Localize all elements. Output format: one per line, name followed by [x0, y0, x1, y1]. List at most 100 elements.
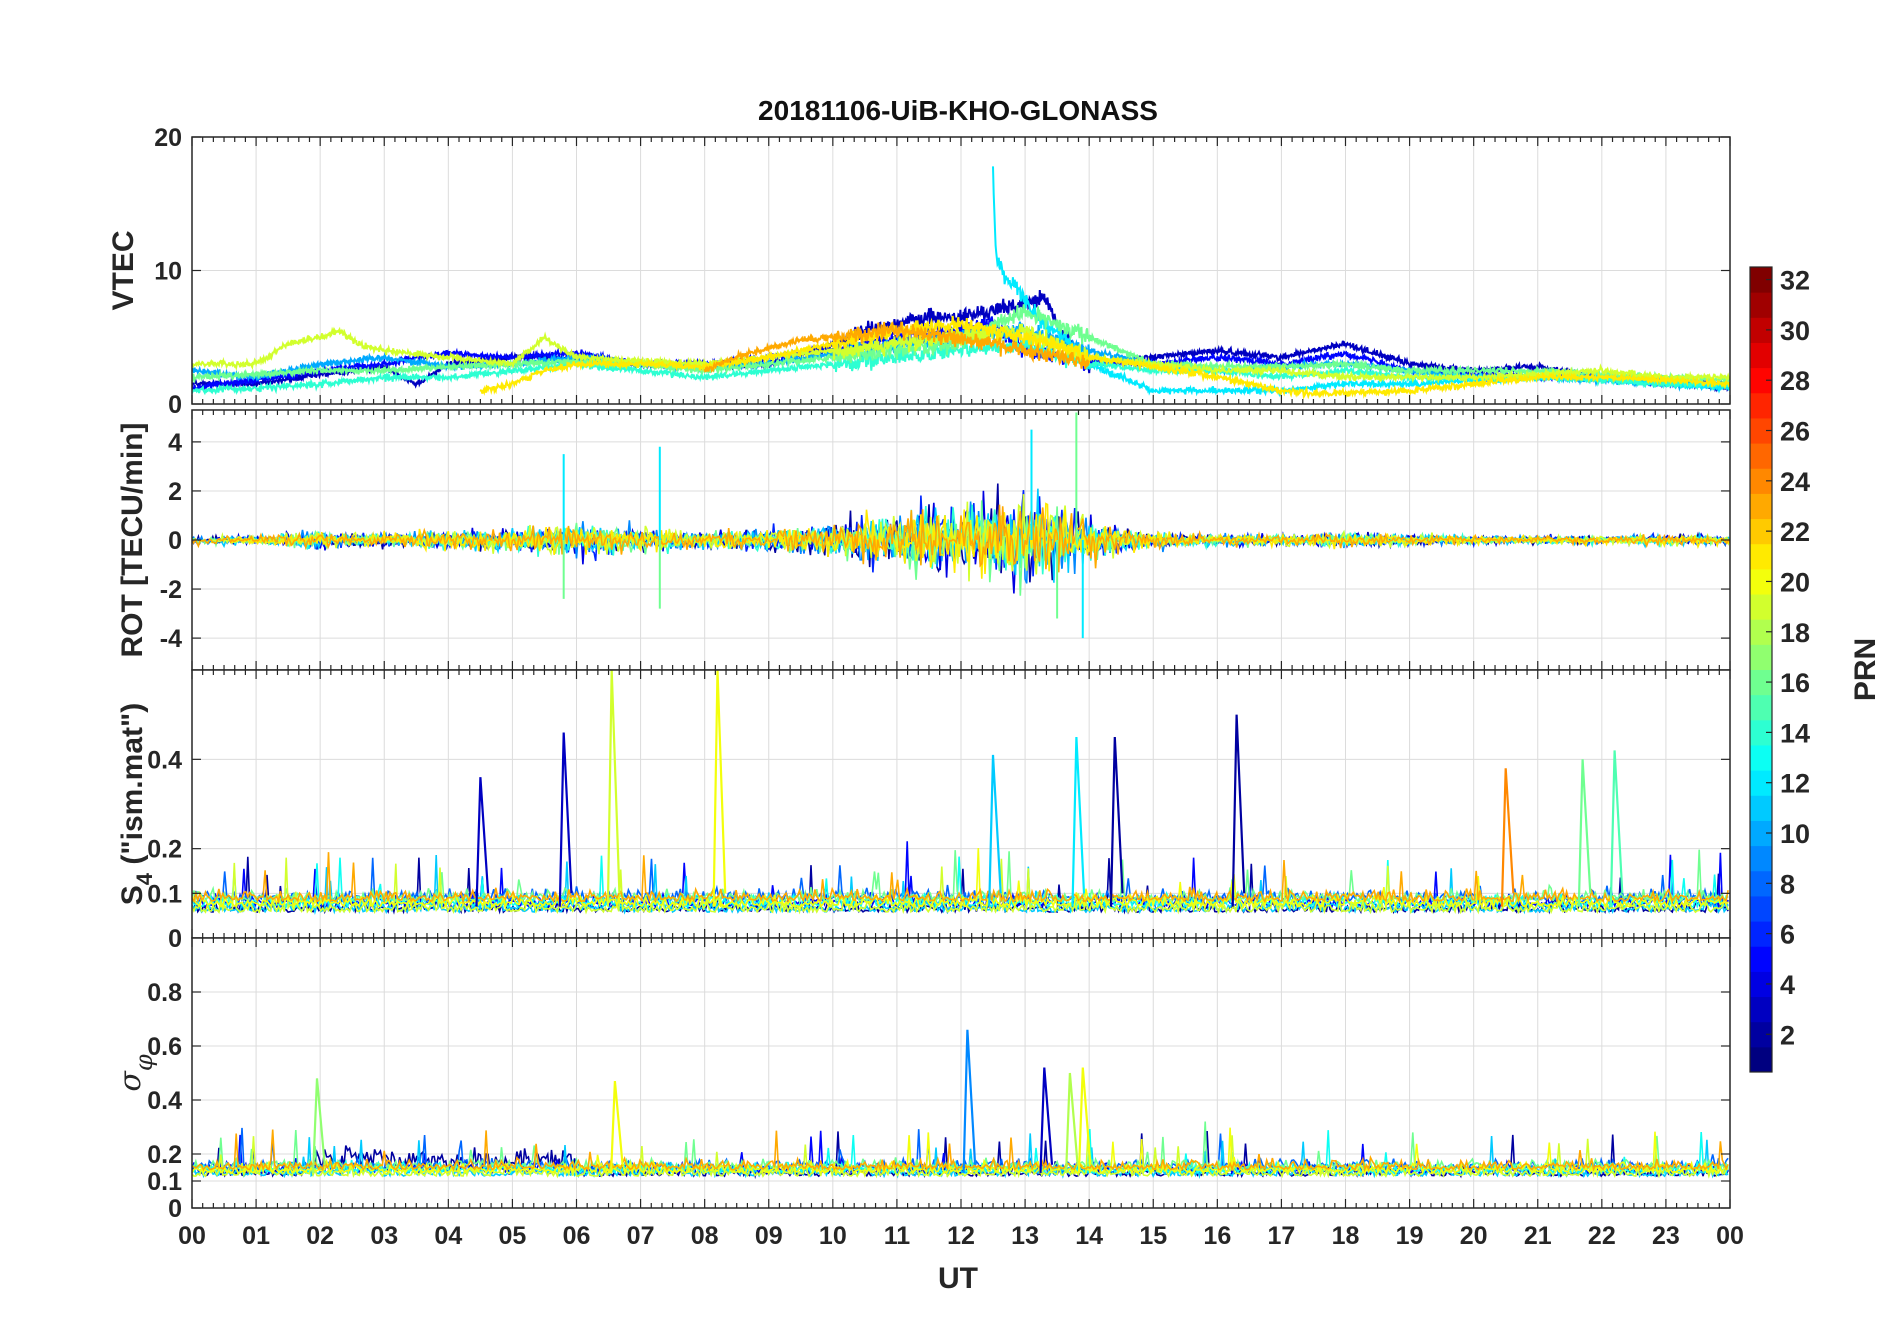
colorbar-segment — [1750, 443, 1772, 469]
colorbar-segment — [1750, 694, 1772, 721]
colorbar-segment — [1750, 719, 1772, 746]
colorbar-segment — [1750, 1021, 1772, 1048]
s4-spike-prn-24 — [1500, 768, 1515, 907]
colorbar-tick-label: 14 — [1780, 718, 1810, 748]
s4-spike-prn-20 — [712, 670, 727, 907]
sigma_phi-spike-prn-20 — [1077, 1067, 1092, 1173]
y-axis-label: S4 ("ism.mat") — [116, 703, 157, 905]
x-tick-label: 13 — [1011, 1222, 1039, 1250]
x-tick-label: 12 — [947, 1222, 975, 1250]
x-tick-label: 14 — [1075, 1222, 1103, 1250]
s4-spike-prn-11 — [988, 754, 1002, 907]
y-tick-label: 0 — [168, 527, 182, 555]
x-tick-label: 07 — [627, 1222, 655, 1250]
rot-series-prn-23 — [192, 504, 1730, 573]
data-lines — [192, 670, 1729, 916]
vtec-series-prn-23 — [703, 321, 1090, 374]
colorbar-tick-label: 24 — [1780, 467, 1810, 497]
colorbar-segment — [1750, 518, 1772, 545]
vtec-series-prn-21 — [479, 315, 1730, 400]
colorbar-tick-label: 28 — [1780, 366, 1810, 396]
colorbar-tick-label: 20 — [1780, 567, 1810, 597]
y-tick-label: 0.6 — [147, 1033, 182, 1061]
colorbar-segment — [1750, 543, 1772, 570]
y-axis-label: σφ — [113, 1054, 158, 1091]
y-tick-label: 0.2 — [147, 836, 182, 864]
data-lines — [192, 412, 1730, 639]
panel-s4: 00.10.20.4S4 ("ism.mat") — [116, 669, 1731, 953]
x-ticks — [191, 670, 1731, 938]
x-tick-label: 08 — [691, 1222, 719, 1250]
y-axis-label-rest: ("ism.mat") — [116, 703, 149, 873]
x-tick-label: 20 — [1460, 1222, 1488, 1250]
colorbar-segment — [1750, 568, 1772, 595]
s4-series-prn-19 — [192, 857, 1729, 915]
colorbar-segment — [1750, 417, 1772, 444]
y-axis-label-main: S — [116, 885, 149, 905]
x-tick-label: 21 — [1524, 1222, 1552, 1250]
s4-series-prn-23 — [192, 852, 1729, 905]
sigma_phi-series-prn-16 — [192, 1121, 1729, 1173]
colorbar-segment — [1750, 468, 1772, 494]
colorbar-segment — [1750, 744, 1772, 771]
colorbar-segment — [1750, 971, 1772, 998]
x-ticks — [191, 410, 1731, 670]
x-tick-label: 04 — [434, 1222, 462, 1250]
y-tick-label: 0.1 — [147, 1168, 182, 1196]
y-axis-label-main: σ — [113, 1070, 148, 1092]
s4-spike-prn-3 — [475, 777, 490, 907]
s4-series-prn-20 — [192, 847, 1729, 910]
y-tick-label: 0.4 — [147, 1087, 182, 1115]
colorbar-tick-label: 26 — [1780, 417, 1810, 447]
y-axis-label-sub: φ — [130, 1054, 158, 1071]
y-tick-label: 0 — [168, 925, 182, 953]
colorbar-segment — [1750, 267, 1772, 293]
y-tick-label: 20 — [154, 124, 182, 152]
colorbar-tick-label: 6 — [1780, 920, 1795, 950]
s4-spike-prn-15 — [1609, 750, 1624, 907]
y-tick-label: 2 — [168, 478, 182, 506]
colorbar-tick-label: 4 — [1780, 970, 1795, 1000]
panel-sigma_phi: 00.10.2 0.4 0.6 0.8 σφ 00 01 02 03 04 05 06 07 08 09 10… — [113, 937, 1744, 1250]
colorbar-segment — [1750, 795, 1772, 821]
x-tick-label: 00 — [178, 1222, 206, 1250]
sigma_phi-series-prn-23 — [192, 1129, 1729, 1173]
panel-vtec: 0 10 20 VTEC — [107, 124, 1731, 419]
s4-spike-prn-2 — [1231, 714, 1246, 907]
y-tick-label: 0.8 — [147, 979, 182, 1007]
s4-spike-prn-16 — [1577, 759, 1592, 907]
x-tick-label: 09 — [755, 1222, 783, 1250]
x-tick-label: 06 — [563, 1222, 591, 1250]
colorbar-label: PRN — [1849, 638, 1882, 701]
sigma_phi-spike-prn-9 — [962, 1029, 977, 1173]
colorbar-segment — [1750, 895, 1772, 922]
colorbar-tick-label: 30 — [1780, 316, 1810, 346]
x-tick-label: 18 — [1332, 1222, 1360, 1250]
colorbar-segment — [1750, 594, 1772, 620]
y-tick-label: 0.2 — [147, 1141, 182, 1169]
y-axis-label: VTEC — [107, 230, 140, 310]
x-tick-label: 22 — [1588, 1222, 1616, 1250]
colorbar-tick-label: 32 — [1780, 266, 1810, 296]
colorbar-tick-label: 16 — [1780, 668, 1810, 698]
x-ticks — [191, 938, 1731, 1208]
x-tick-label: 15 — [1139, 1222, 1167, 1250]
panel-rot: -4 -2 0 2 4 ROT [TECU/min] — [116, 409, 1731, 671]
y-tick-label: 0 — [168, 1195, 182, 1223]
x-tick-label: 19 — [1396, 1222, 1424, 1250]
colorbar-segment — [1750, 292, 1772, 318]
colorbar-segment — [1750, 644, 1772, 670]
colorbar-segment — [1750, 845, 1772, 872]
colorbar-segment — [1750, 1046, 1772, 1073]
y-tick-label: 0 — [168, 391, 182, 419]
x-tick-label: 11 — [884, 1222, 911, 1250]
x-tick-label: 23 — [1652, 1222, 1680, 1250]
y-tick-label: -2 — [160, 576, 182, 604]
colorbar-segment — [1750, 367, 1772, 394]
x-tick-label: 17 — [1268, 1222, 1296, 1250]
x-tick-label: 00 — [1716, 1222, 1744, 1250]
x-axis-label: UT — [938, 1262, 978, 1295]
colorbar-frame — [1749, 266, 1773, 1073]
